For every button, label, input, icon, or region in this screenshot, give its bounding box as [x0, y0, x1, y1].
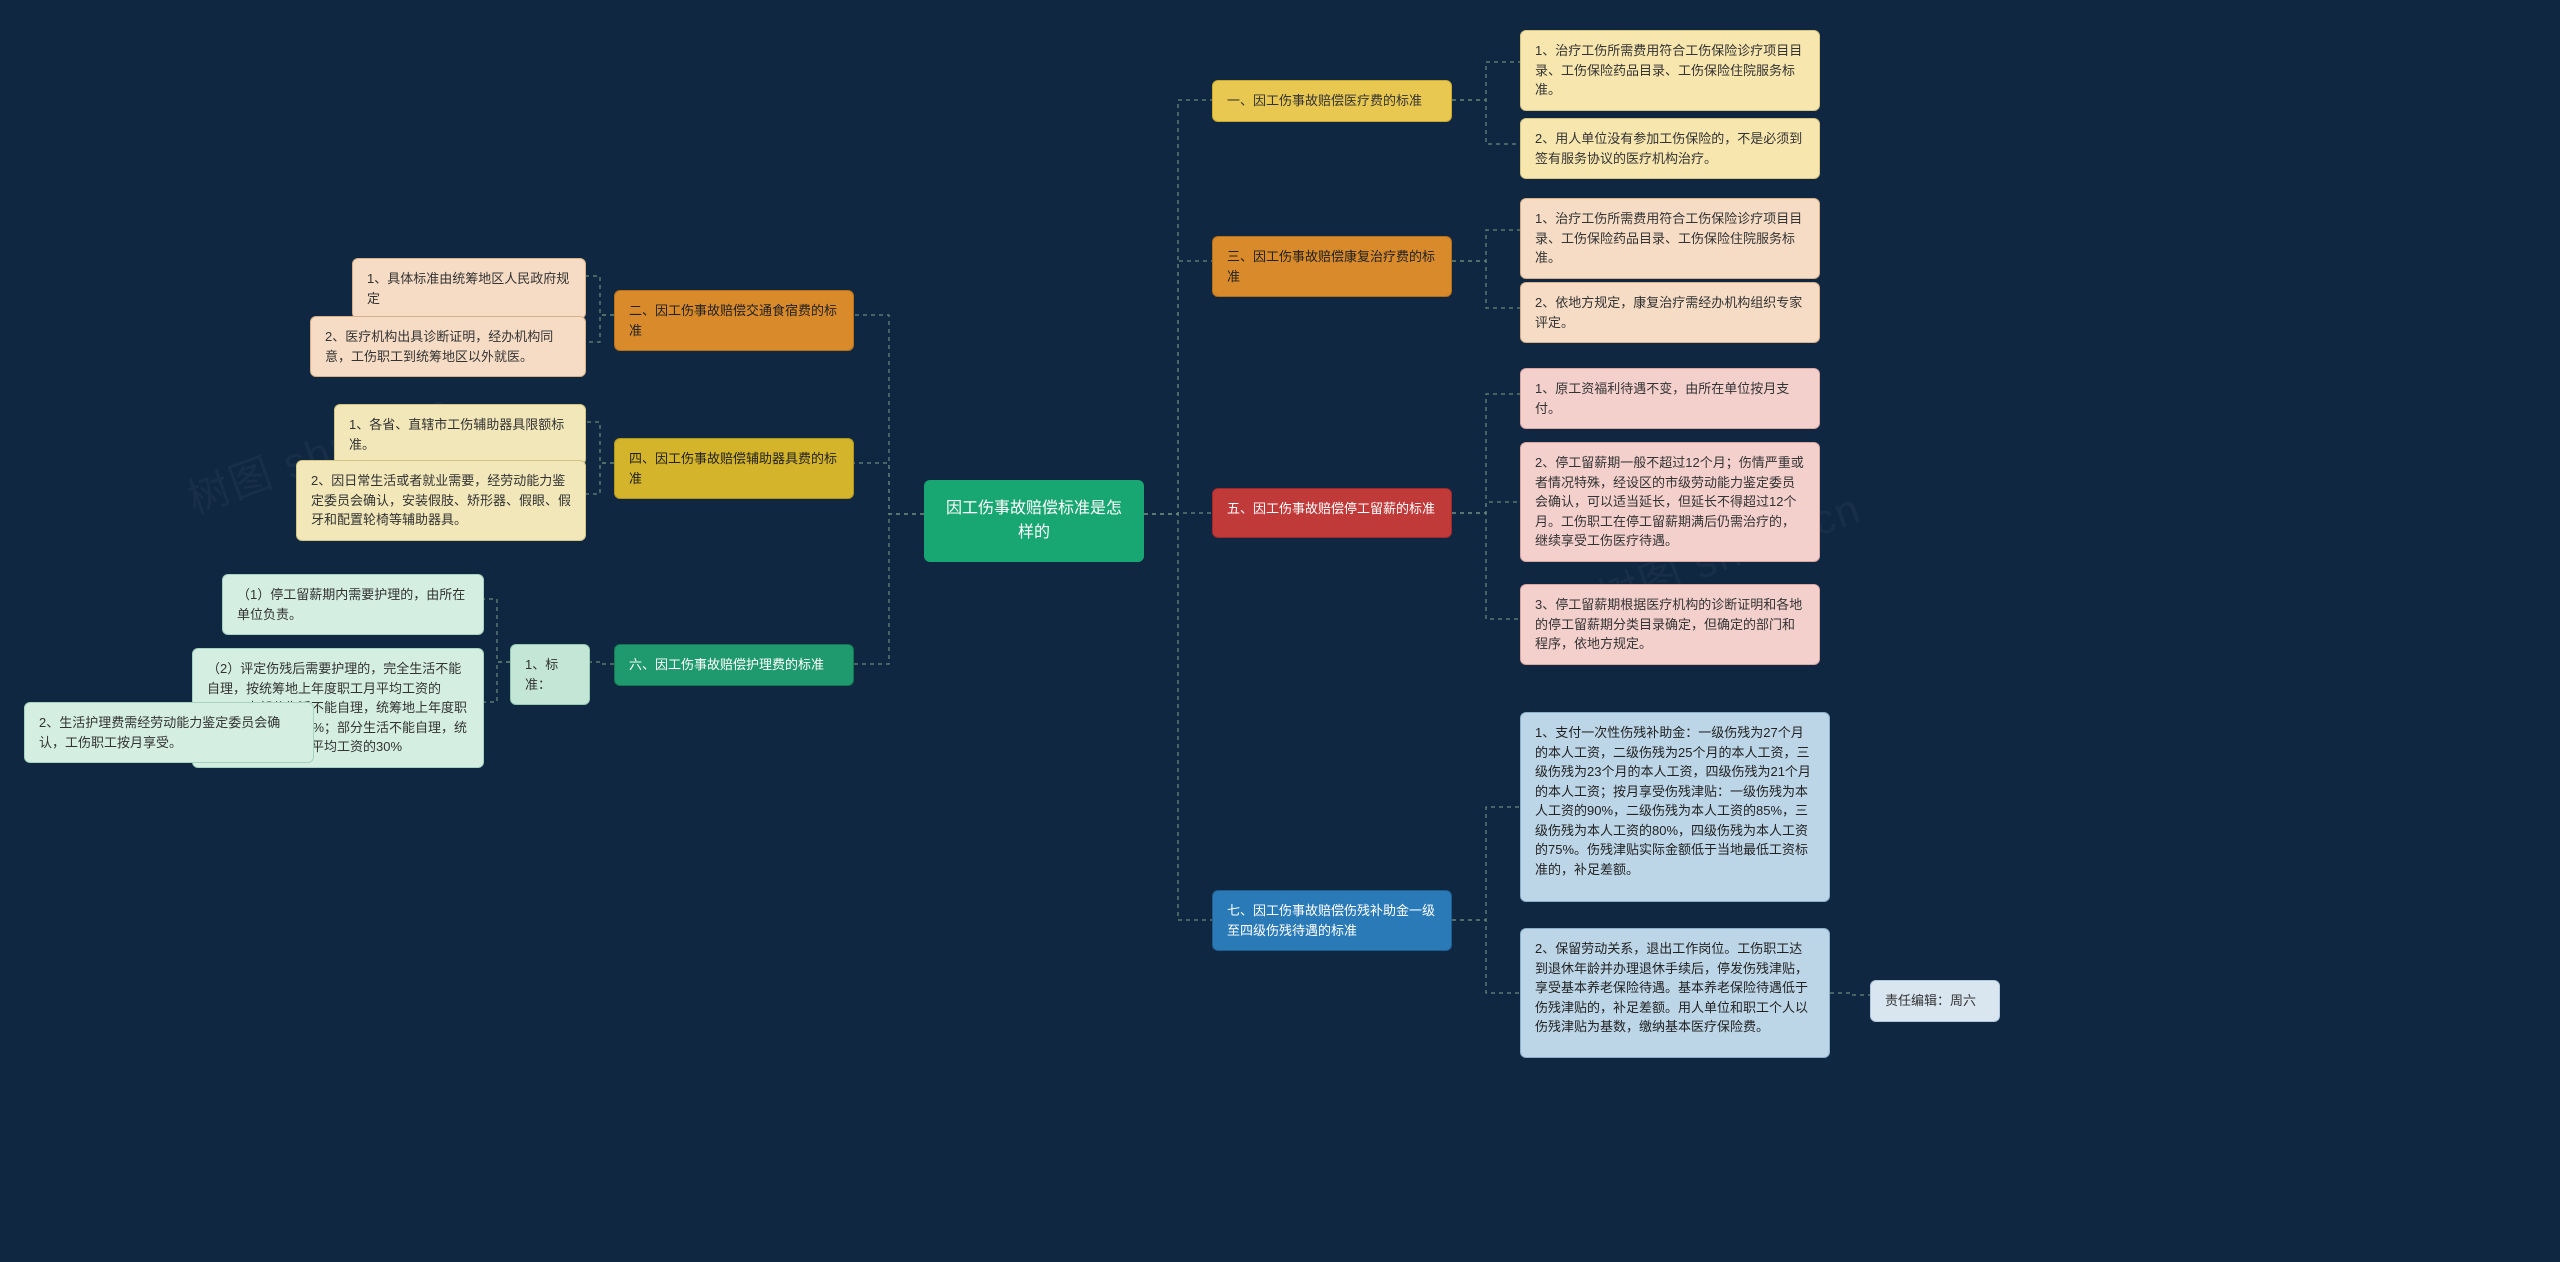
root-node[interactable]: 因工伤事故赔偿标准是怎样的: [924, 480, 1144, 562]
section-2-item-2: 2、医疗机构出具诊断证明，经办机构同意，工伤职工到统筹地区以外就医。: [310, 316, 586, 377]
section-1-item-1: 1、治疗工伤所需费用符合工伤保险诊疗项目目录、工伤保险药品目录、工伤保险住院服务…: [1520, 30, 1820, 111]
section-5-item-2: 2、停工留薪期一般不超过12个月；伤情严重或者情况特殊，经设区的市级劳动能力鉴定…: [1520, 442, 1820, 562]
section-4[interactable]: 四、因工伤事故赔偿辅助器具费的标准: [614, 438, 854, 499]
section-3[interactable]: 三、因工伤事故赔偿康复治疗费的标准: [1212, 236, 1452, 297]
section-7-item-1: 1、支付一次性伤残补助金：一级伤残为27个月的本人工资，二级伤残为25个月的本人…: [1520, 712, 1830, 902]
section-5[interactable]: 五、因工伤事故赔偿停工留薪的标准: [1212, 488, 1452, 538]
section-6[interactable]: 六、因工伤事故赔偿护理费的标准: [614, 644, 854, 686]
section-1-item-2: 2、用人单位没有参加工伤保险的，不是必须到签有服务协议的医疗机构治疗。: [1520, 118, 1820, 179]
section-7-item-2: 2、保留劳动关系，退出工作岗位。工伤职工达到退休年龄并办理退休手续后，停发伤残津…: [1520, 928, 1830, 1058]
section-4-item-2: 2、因日常生活或者就业需要，经劳动能力鉴定委员会确认，安装假肢、矫形器、假眼、假…: [296, 460, 586, 541]
section-6-item-2: 2、生活护理费需经劳动能力鉴定委员会确认，工伤职工按月享受。: [24, 702, 314, 763]
section-5-item-3: 3、停工留薪期根据医疗机构的诊断证明和各地的停工留薪期分类目录确定，但确定的部门…: [1520, 584, 1820, 665]
section-4-item-1: 1、各省、直辖市工伤辅助器具限额标准。: [334, 404, 586, 465]
section-6-standard-1: （1）停工留薪期内需要护理的，由所在单位负责。: [222, 574, 484, 635]
section-2[interactable]: 二、因工伤事故赔偿交通食宿费的标准: [614, 290, 854, 351]
section-7[interactable]: 七、因工伤事故赔偿伤残补助金一级至四级伤残待遇的标准: [1212, 890, 1452, 951]
section-5-item-1: 1、原工资福利待遇不变，由所在单位按月支付。: [1520, 368, 1820, 429]
section-6-standard: 1、标准：: [510, 644, 590, 705]
section-2-item-1: 1、具体标准由统筹地区人民政府规定: [352, 258, 586, 319]
section-3-item-2: 2、依地方规定，康复治疗需经办机构组织专家评定。: [1520, 282, 1820, 343]
section-3-item-1: 1、治疗工伤所需费用符合工伤保险诊疗项目目录、工伤保险药品目录、工伤保险住院服务…: [1520, 198, 1820, 279]
section-7-editor: 责任编辑：周六: [1870, 980, 2000, 1022]
section-1[interactable]: 一、因工伤事故赔偿医疗费的标准: [1212, 80, 1452, 122]
